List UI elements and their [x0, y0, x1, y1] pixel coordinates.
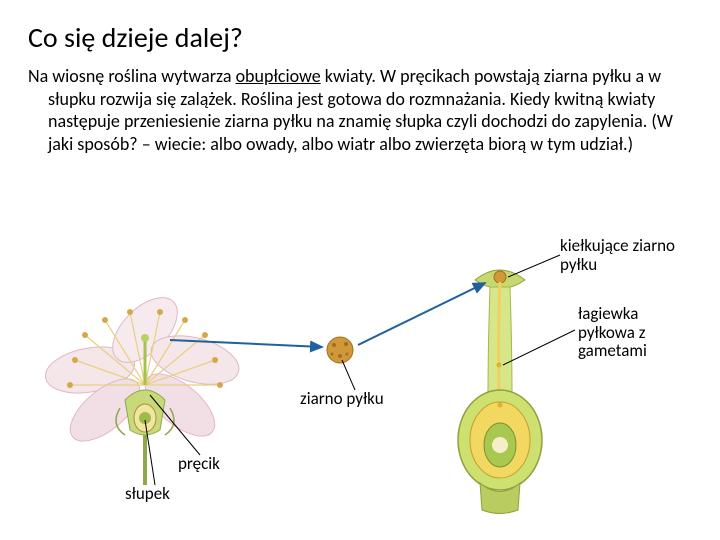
label-precik: pręcik — [178, 455, 220, 474]
text-underlined: obupłciowe — [236, 65, 321, 87]
label-slupek: słupek — [125, 485, 170, 504]
slide-title: Co się dzieje dalej? — [28, 20, 692, 55]
label-lagiewka: łagiewka pyłkowa z gametami — [578, 305, 698, 361]
diagram-area: kiełkujące ziarno pyłku łagiewka pyłkowa… — [0, 235, 720, 535]
label-ziarno: ziarno pyłku — [300, 390, 384, 409]
arrows-overlay — [0, 235, 720, 535]
label-kielkujace: kiełkujące ziarno pyłku — [560, 237, 690, 274]
text-pre: Na wiosnę roślina wytwarza — [28, 65, 236, 87]
body-paragraph: Na wiosnę roślina wytwarza obupłciowe kw… — [28, 65, 692, 155]
